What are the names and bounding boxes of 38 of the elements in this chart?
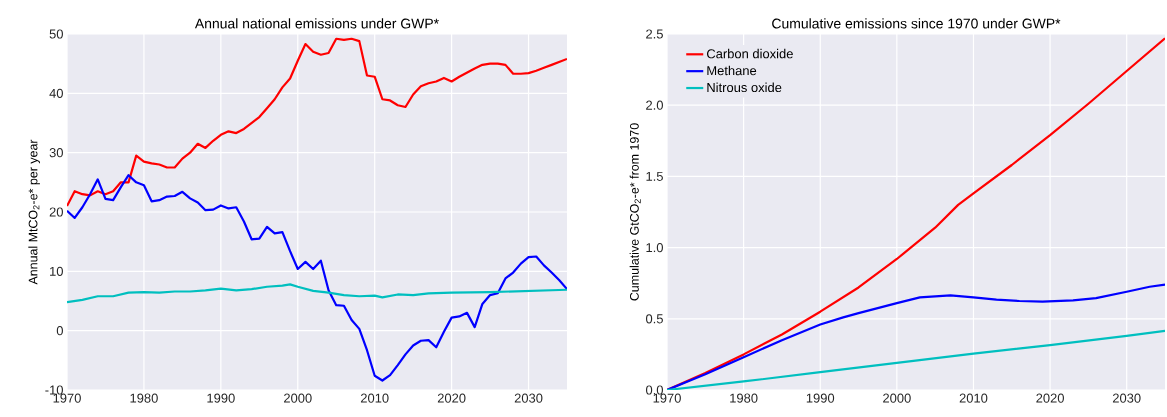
x-tick-label: 2020 xyxy=(437,393,466,403)
y-tick-label: 0.0 xyxy=(645,385,663,395)
y-tick-label: 50 xyxy=(49,29,63,39)
x-tick-label: 2030 xyxy=(514,393,543,403)
y-tick-label: 2.0 xyxy=(646,100,663,110)
x-tick-label: 1970 xyxy=(653,393,681,403)
x-tick-label: 2010 xyxy=(360,393,389,403)
y-tick-label: 1.0 xyxy=(646,243,663,253)
x-tick-label: 2000 xyxy=(284,393,312,403)
line-series xyxy=(667,283,1165,390)
x-tick-label: 2020 xyxy=(1036,393,1064,403)
y-tick-label: 2.5 xyxy=(646,29,663,39)
x-tick-label: 1990 xyxy=(207,393,235,403)
legend-label: Methane xyxy=(707,65,757,76)
y-tick-label: 10 xyxy=(50,266,63,276)
chart-title: Annual national emissions under GWP* xyxy=(194,18,439,29)
legend-label: Carbon dioxide xyxy=(706,48,793,59)
y-tick-label: 1.5 xyxy=(646,171,663,181)
x-tick-label: 1980 xyxy=(730,393,758,403)
x-tick-label: 1970 xyxy=(53,393,81,403)
legend-label: Nitrous oxide xyxy=(707,82,782,93)
y-axis-title: Annual MtCO$_{2}$-e* per year xyxy=(28,139,40,285)
y-axis-title: Cumulative GtCO$_{2}$-e* from 1970 xyxy=(629,123,641,301)
y-tick-label: 30 xyxy=(49,148,63,158)
y-tick-label: 20 xyxy=(49,207,63,217)
x-tick-label: 2030 xyxy=(1112,393,1141,403)
x-tick-label: 2000 xyxy=(883,393,911,403)
line-series xyxy=(667,37,1165,390)
y-tick-label: 0.5 xyxy=(645,314,663,324)
y-tick-label: -10 xyxy=(45,385,63,395)
chart-title: Cumulative emissions since 1970 under GWP* xyxy=(772,18,1061,29)
line-series xyxy=(667,329,1165,390)
x-tick-label: 1990 xyxy=(806,393,835,403)
x-tick-label: 1980 xyxy=(130,393,158,403)
line-series xyxy=(67,174,567,382)
y-tick-label: 0 xyxy=(56,326,63,336)
y-tick-label: 40 xyxy=(49,88,63,98)
x-tick-label: 2010 xyxy=(959,393,988,403)
